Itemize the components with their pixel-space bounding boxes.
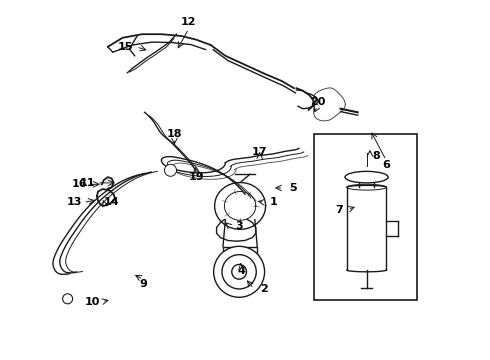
Text: 10: 10	[84, 297, 100, 307]
Text: 11: 11	[79, 178, 95, 188]
Circle shape	[165, 164, 176, 176]
Text: 7: 7	[335, 204, 343, 215]
Text: 1: 1	[270, 197, 277, 207]
Text: 13: 13	[67, 197, 82, 207]
Circle shape	[63, 294, 73, 304]
Circle shape	[222, 255, 256, 289]
Circle shape	[214, 246, 265, 297]
Text: 14: 14	[104, 197, 120, 207]
Text: 3: 3	[235, 221, 243, 231]
Text: 2: 2	[260, 284, 268, 294]
Text: ×: ×	[65, 296, 71, 302]
Circle shape	[232, 265, 246, 279]
Ellipse shape	[345, 171, 388, 183]
Text: 16: 16	[72, 179, 87, 189]
Text: 4: 4	[237, 266, 245, 276]
Circle shape	[167, 166, 174, 174]
Text: 8: 8	[372, 150, 380, 161]
Text: 15: 15	[117, 42, 133, 52]
Text: 12: 12	[181, 17, 196, 27]
Text: 9: 9	[139, 279, 147, 289]
Bar	[314, 134, 416, 300]
Text: 5: 5	[289, 183, 297, 193]
Text: 18: 18	[167, 129, 182, 139]
Text: 6: 6	[382, 160, 390, 170]
Text: 19: 19	[188, 172, 204, 182]
Text: 17: 17	[252, 147, 268, 157]
Text: 20: 20	[310, 96, 325, 107]
